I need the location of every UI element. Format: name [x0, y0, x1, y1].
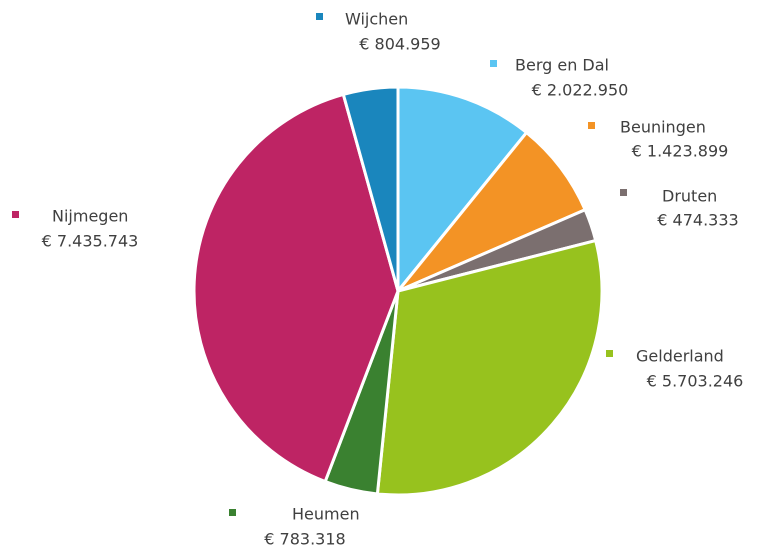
slice-label: Heumen — [292, 505, 360, 524]
legend-swatch — [229, 509, 236, 516]
slice-label: Wijchen — [345, 10, 408, 29]
pie-slice — [396, 130, 588, 293]
slice-value-label: € 474.333 — [657, 211, 738, 230]
slice-value-label: € 7.435.743 — [42, 232, 139, 251]
slice-label: Nijmegen — [52, 207, 128, 226]
slice-label: Gelderland — [636, 347, 724, 366]
slice-value-label: € 804.959 — [359, 35, 440, 54]
pie-slice — [341, 85, 400, 292]
legend-swatch — [316, 13, 323, 20]
slice-value-label: € 5.703.246 — [647, 372, 744, 391]
slice-label: Beuningen — [620, 118, 706, 137]
pie-slice — [192, 92, 400, 484]
legend-swatch — [588, 122, 595, 129]
slice-value-label: € 783.318 — [264, 530, 345, 549]
legend-swatch — [490, 60, 497, 67]
slice-value-label: € 1.423.899 — [632, 142, 729, 161]
slice-label: Druten — [662, 187, 717, 206]
legend-swatch — [620, 189, 627, 196]
pie-slice — [375, 238, 604, 497]
legend-swatch — [606, 350, 613, 357]
legend-swatch — [12, 211, 19, 218]
pie-slice — [396, 85, 529, 296]
slice-label: Berg en Dal — [515, 56, 609, 75]
slice-value-label: € 2.022.950 — [532, 81, 629, 100]
